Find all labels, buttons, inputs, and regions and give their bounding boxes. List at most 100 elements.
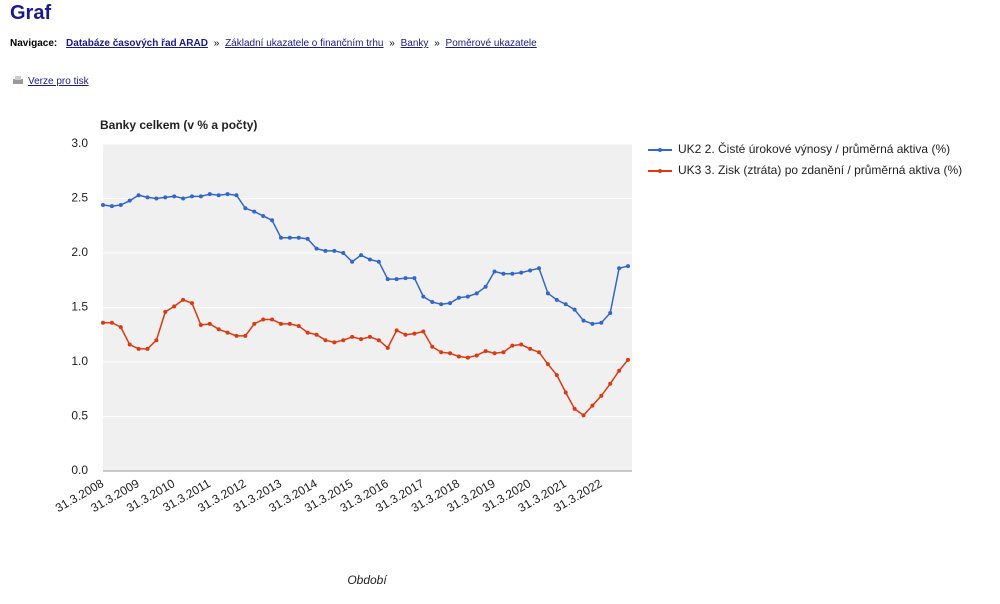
data-point (216, 193, 221, 198)
data-point (572, 406, 577, 411)
data-point (332, 340, 337, 345)
data-point (563, 302, 568, 307)
data-point (341, 338, 346, 343)
x-tick-label: 31.3.2020 (480, 476, 534, 515)
print-link[interactable]: Verze pro tisk (28, 76, 89, 87)
nav-label: Navigace: (10, 38, 58, 49)
nav-link[interactable]: Poměrové ukazatele (445, 38, 537, 49)
nav-link[interactable]: Banky (400, 38, 429, 49)
nav-link[interactable]: Databáze časových řad ARAD (66, 38, 208, 49)
data-point (528, 346, 533, 351)
data-point (314, 332, 319, 337)
data-point (261, 317, 266, 322)
navigation: Navigace: Databáze časových řad ARAD » Z… (10, 38, 537, 49)
series-line (102, 193, 629, 325)
data-point (136, 193, 141, 198)
data-point (252, 321, 257, 326)
data-point (394, 277, 399, 282)
data-point (287, 235, 292, 240)
data-point (626, 357, 630, 362)
data-point (430, 344, 435, 349)
data-point (483, 349, 488, 354)
data-point (448, 301, 453, 306)
series-line (103, 299, 629, 417)
data-point (617, 368, 622, 373)
x-tick-label: 31.3.2018 (409, 476, 463, 515)
data-point (421, 329, 426, 334)
plot-background (103, 144, 632, 471)
data-point (332, 248, 337, 253)
y-tick-label: 2.0 (71, 245, 88, 259)
data-point (537, 350, 542, 355)
data-point (572, 307, 577, 312)
data-point (198, 322, 203, 327)
data-point (323, 338, 328, 343)
data-point (439, 302, 444, 307)
data-point (590, 403, 595, 408)
x-tick-label: 31.3.2010 (124, 476, 178, 515)
data-point (243, 206, 248, 211)
data-point (109, 320, 114, 325)
data-point (350, 259, 355, 264)
x-tick-label: 31.3.2022 (551, 476, 605, 515)
x-tick-label: 31.3.2012 (195, 476, 249, 515)
data-point (350, 334, 355, 339)
data-point (599, 393, 604, 398)
data-point (145, 346, 150, 351)
data-point (367, 257, 372, 262)
data-point (617, 266, 622, 271)
data-point (608, 381, 613, 386)
y-tick-label: 1.0 (71, 354, 88, 368)
nav-link[interactable]: Základní ukazatele o finančním trhu (225, 38, 384, 49)
data-point (474, 353, 479, 358)
data-point (412, 331, 417, 336)
data-point (270, 218, 275, 223)
data-point (145, 195, 150, 200)
x-tick-label: 31.3.2014 (266, 476, 320, 515)
data-point (545, 362, 550, 367)
legend-marker (658, 169, 662, 173)
data-point (554, 373, 559, 378)
x-axis-title: Období (347, 573, 388, 587)
data-point (590, 321, 595, 326)
data-point (189, 194, 194, 199)
x-tick-label: 31.3.2013 (231, 476, 285, 515)
data-point (172, 304, 177, 309)
data-point (581, 318, 586, 323)
data-point (127, 198, 132, 203)
legend-label: UK2 2. Čisté úrokové výnosy / průměrná a… (678, 141, 950, 156)
data-point (501, 271, 506, 276)
y-tick-label: 0.5 (71, 409, 88, 423)
legend-marker (658, 148, 662, 152)
data-point (501, 350, 506, 355)
x-tick-label: 31.3.2021 (516, 476, 570, 515)
data-point (118, 203, 123, 208)
data-point (421, 294, 426, 299)
data-point (189, 301, 194, 306)
data-point (127, 342, 132, 347)
data-point (305, 236, 310, 241)
data-point (314, 246, 319, 251)
data-point (243, 333, 248, 338)
data-point (376, 259, 381, 264)
page-title: Graf (10, 2, 52, 24)
data-point (278, 235, 283, 240)
data-point (109, 204, 114, 209)
nav-separator: » (213, 38, 220, 49)
data-point (492, 351, 497, 356)
data-point (581, 413, 586, 418)
chart-title: Banky celkem (v % a počty) (100, 118, 257, 132)
data-point (181, 196, 186, 201)
data-point (341, 251, 346, 255)
data-point (403, 332, 408, 337)
data-point (385, 345, 390, 350)
data-point (261, 213, 266, 218)
data-point (385, 277, 390, 282)
data-point (101, 203, 105, 208)
data-point (136, 346, 141, 351)
data-point (216, 327, 221, 332)
x-tick-label: 31.3.2017 (373, 476, 427, 515)
data-point (465, 355, 470, 360)
x-tick-label: 31.3.2009 (88, 476, 142, 515)
